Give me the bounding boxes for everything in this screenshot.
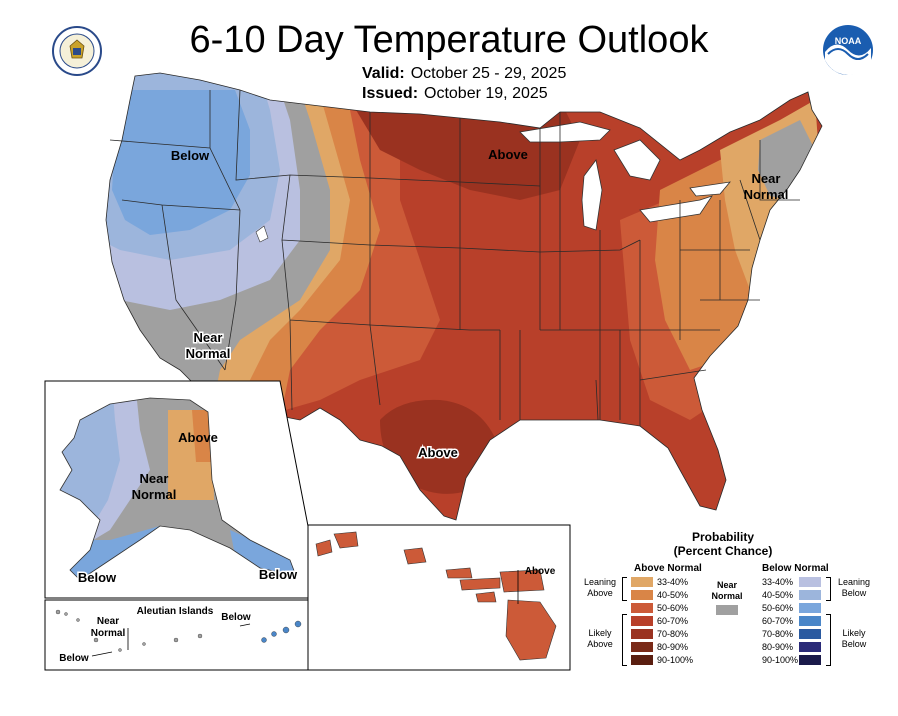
legend-below-range-6: 90-100% xyxy=(762,655,799,665)
label-ak-near-2: Normal xyxy=(132,487,177,502)
legend-above-range-4: 70-80% xyxy=(657,629,689,639)
legend-above-range-2: 50-60% xyxy=(657,603,689,613)
legend-below-swatch-5 xyxy=(799,642,821,652)
zone-below-50-60 xyxy=(112,90,250,235)
label-midwest-above: Above xyxy=(488,147,528,162)
label-aleutian-below-west: Below xyxy=(59,653,89,664)
label-sw-near-1: Near xyxy=(194,330,223,345)
legend-below-swatch-0 xyxy=(799,577,821,587)
label-ak-below-sw: Below xyxy=(78,570,117,585)
label-aleutian-below-east: Below xyxy=(221,612,251,623)
aleutian-inset: Aleutian Islands Below Near Normal Below xyxy=(44,599,309,671)
label-ne-near-2: Normal xyxy=(744,187,789,202)
label-sw-near-2: Normal xyxy=(186,346,231,361)
label-texas-above: Above xyxy=(418,445,458,460)
legend-near-normal-swatch xyxy=(716,605,738,615)
great-lakes xyxy=(519,121,731,231)
great-salt-lake xyxy=(255,225,269,243)
label-aleutian-near-2: Normal xyxy=(91,628,126,639)
legend-above-swatch-1 xyxy=(631,590,653,600)
legend-above-header: Above Normal xyxy=(634,563,702,574)
legend-likely-above: Likely Above xyxy=(587,628,613,649)
conus-probability-zones xyxy=(106,73,822,520)
issued-date: October 19, 2025 xyxy=(424,85,548,102)
legend-below-swatch-4 xyxy=(799,629,821,639)
legend-below-range-4: 70-80% xyxy=(762,629,794,639)
aleutian-title: Aleutian Islands xyxy=(137,606,214,617)
label-ak-below-se: Below xyxy=(259,567,298,582)
legend-below-swatch-6 xyxy=(799,655,821,665)
label-aleutian-near-1: Near xyxy=(97,616,119,627)
valid-label: Valid: xyxy=(362,65,405,82)
label-ak-above: Above xyxy=(178,430,218,445)
noaa-text: NOAA xyxy=(835,36,862,46)
legend-likely-below: Likely Below xyxy=(841,628,867,649)
legend-below-range-1: 40-50% xyxy=(762,590,794,600)
legend-below-range-5: 80-90% xyxy=(762,642,794,652)
map-title: 6-10 Day Temperature Outlook xyxy=(189,19,709,61)
alaska-inset: Above Near Normal Below Below xyxy=(44,380,309,599)
valid-dates: October 25 - 29, 2025 xyxy=(410,65,567,82)
legend-above-range-1: 40-50% xyxy=(657,590,689,600)
legend-above-swatch-5 xyxy=(631,642,653,652)
brace-leaning-above xyxy=(622,577,627,601)
legend-title: Probability (Percent Chance) xyxy=(643,530,803,558)
brace-likely-below xyxy=(826,614,831,666)
label-ne-near-1: Near xyxy=(752,171,781,186)
hawaii-inset: Above xyxy=(307,524,571,671)
legend-leaning-below: Leaning Below xyxy=(837,577,871,598)
legend-title-line1: Probability xyxy=(691,530,754,544)
legend-above-swatch-4 xyxy=(631,629,653,639)
zone-above-70-80-texas xyxy=(380,399,497,494)
legend-below-range-2: 50-60% xyxy=(762,603,794,613)
valid-line: Valid: October 25 - 29, 2025 xyxy=(362,64,566,84)
legend-above-swatch-3 xyxy=(631,616,653,626)
noaa-logo-icon: NOAA xyxy=(823,25,873,76)
legend-below-swatch-3 xyxy=(799,616,821,626)
label-hawaii-above: Above xyxy=(525,566,556,577)
legend-above-swatch-6 xyxy=(631,655,653,665)
legend-below-swatch-2 xyxy=(799,603,821,613)
legend-below-range-3: 60-70% xyxy=(762,616,794,626)
legend-above-swatch-0 xyxy=(631,577,653,587)
legend-above-range-0: 33-40% xyxy=(657,577,689,587)
brace-likely-above xyxy=(622,614,627,666)
legend-above-range-6: 90-100% xyxy=(657,655,694,665)
label-ak-near-1: Near xyxy=(140,471,169,486)
legend-above-swatch-2 xyxy=(631,603,653,613)
legend-title-line2: (Percent Chance) xyxy=(673,544,773,558)
legend-above-range-5: 80-90% xyxy=(657,642,689,652)
legend-below-header: Below Normal xyxy=(762,563,829,574)
brace-leaning-below xyxy=(826,577,831,601)
label-nw-below: Below xyxy=(171,148,210,163)
issued-label: Issued: xyxy=(362,85,419,102)
legend-below-swatch-1 xyxy=(799,590,821,600)
legend-above-range-3: 60-70% xyxy=(657,616,689,626)
legend-below-range-0: 33-40% xyxy=(762,577,794,587)
issued-line: Issued: October 19, 2025 xyxy=(362,84,548,104)
commerce-seal-icon xyxy=(52,26,102,76)
legend-near-normal: Near Normal xyxy=(711,580,743,601)
legend-leaning-above: Leaning Above xyxy=(583,577,617,598)
